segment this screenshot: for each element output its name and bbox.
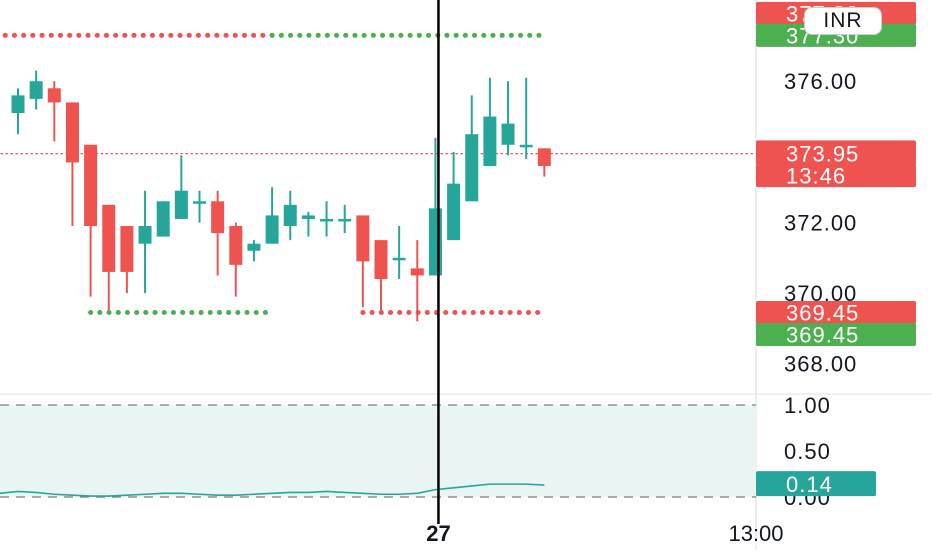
oscillator-band: [0, 405, 756, 497]
candle-body: [11, 95, 25, 114]
candle-body: [120, 226, 134, 272]
candle-body: [265, 215, 279, 244]
oscillator-line: [0, 483, 545, 497]
currency-selector-button[interactable]: INR: [804, 7, 882, 35]
candle-body: [519, 144, 533, 148]
candle-body: [301, 215, 315, 219]
candle-body: [211, 201, 225, 234]
time-axis-label: 27: [426, 521, 450, 546]
candle-body: [392, 257, 406, 261]
price-tag-label: 373.95: [786, 142, 859, 167]
price-axis-label: 372.00: [784, 210, 857, 235]
candle-body: [483, 116, 497, 166]
candle-body: [501, 123, 515, 145]
candle-body: [174, 190, 188, 219]
time-axis-label: 13:00: [728, 521, 783, 546]
candle-body: [193, 201, 206, 204]
oscillator-value-label: 0.14: [786, 472, 833, 497]
oscillator-value-tag: [756, 471, 876, 497]
candle-body: [156, 201, 170, 237]
candle-body: [47, 88, 61, 103]
oscillator-axis-label: 1.00: [784, 393, 831, 418]
price-tag: [756, 164, 916, 188]
candle-body: [338, 218, 352, 222]
price-tag-label: 369.45: [786, 323, 859, 348]
candle-body: [537, 148, 551, 166]
candle-body: [29, 81, 43, 99]
candle-body: [283, 204, 297, 227]
oscillator-axis-label: 0.50: [784, 439, 831, 464]
price-tag: [756, 142, 916, 166]
candle-body: [102, 204, 116, 272]
candle-body: [447, 183, 461, 241]
price-tag-label: 369.45: [786, 301, 859, 326]
candle-body: [247, 243, 261, 251]
candle-body: [138, 226, 152, 244]
price-axis-label: 368.00: [784, 352, 857, 377]
price-tag: [756, 301, 916, 325]
candle-body: [320, 218, 334, 222]
candle-body: [229, 226, 243, 265]
candle-body: [356, 215, 370, 262]
price-tag: [756, 323, 916, 347]
candle-body: [84, 144, 98, 227]
price-tag-label: 13:46: [786, 164, 846, 189]
candle-body: [65, 102, 79, 163]
candle-body: [465, 134, 479, 202]
candle-body: [410, 268, 424, 276]
candle-body: [374, 240, 388, 279]
price-axis-label: 376.00: [784, 69, 857, 94]
candle-body: [428, 208, 442, 276]
